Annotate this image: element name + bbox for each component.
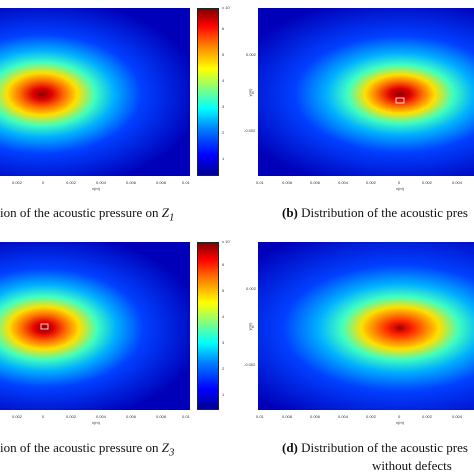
- x-tick: 0.002: [66, 414, 77, 419]
- x-tick: 0: [42, 180, 45, 185]
- heatmap-image-d: [258, 242, 474, 410]
- x-tick: 0.004: [96, 414, 107, 419]
- x-tick: 0.01: [256, 414, 264, 419]
- y-tick: 0: [252, 90, 255, 95]
- colorbar-tick: 1: [222, 156, 225, 161]
- x-tick: 0.002: [366, 180, 377, 185]
- colorbar-tick: 3: [222, 104, 225, 109]
- x-axis-label: x(m): [92, 420, 100, 425]
- x-tick: 0: [398, 414, 401, 419]
- x-tick: 0.004: [452, 414, 463, 419]
- x-tick: 0.004: [452, 180, 463, 185]
- x-tick: 0.002: [422, 414, 433, 419]
- data-cursor-marker: [40, 323, 49, 330]
- x-axis-label: x(m): [92, 186, 100, 191]
- y-tick: 0: [252, 324, 255, 329]
- x-tick: 0.01: [256, 180, 264, 185]
- heatmap-plot-d: [258, 242, 474, 410]
- x-tick: 0.008: [282, 414, 293, 419]
- heatmap-plot-b: [258, 8, 474, 176]
- caption-c: ion of the acoustic pressure on Z3: [0, 440, 175, 459]
- colorbar-c: [197, 242, 219, 410]
- x-tick: 0: [42, 414, 45, 419]
- colorbar-tick: 6: [222, 262, 225, 267]
- x-tick: 0.002: [12, 414, 23, 419]
- colorbar-tick: 5: [222, 288, 225, 293]
- x-tick: 0.008: [156, 414, 167, 419]
- x-tick: 0.006: [126, 180, 137, 185]
- heatmap-image-a: [0, 8, 190, 176]
- heatmap-plot-c: [0, 242, 190, 410]
- colorbar-tick: 4: [222, 314, 225, 319]
- x-tick: 0.002: [366, 414, 377, 419]
- colorbar-tick: 2: [222, 130, 225, 135]
- caption-b: (b) Distribution of the acoustic pres: [282, 205, 468, 220]
- x-tick: 0.006: [310, 414, 321, 419]
- x-axis-label: x(m): [396, 420, 404, 425]
- x-tick: 0.002: [12, 180, 23, 185]
- caption-a: ion of the acoustic pressure on Z1: [0, 205, 175, 224]
- caption-d: (d) Distribution of the acoustic pres: [282, 440, 468, 455]
- caption-d-line2: without defects: [372, 458, 452, 473]
- colorbar-a: [197, 8, 219, 176]
- x-tick: 0.01: [182, 180, 190, 185]
- x-tick: 0.008: [156, 180, 167, 185]
- x-axis-label: x(m): [396, 186, 404, 191]
- x-tick: 0.002: [66, 180, 77, 185]
- x-tick: 0.004: [338, 180, 349, 185]
- colorbar-tick: 3: [222, 340, 225, 345]
- colorbar-exponent: x 10´: [222, 5, 231, 10]
- y-tick: 0.002: [246, 286, 257, 291]
- colorbar-tick: 1: [222, 392, 225, 397]
- colorbar-tick: 4: [222, 78, 225, 83]
- colorbar-tick: 6: [222, 26, 225, 31]
- x-tick: 0.008: [282, 180, 293, 185]
- heatmap-plot-a: [0, 8, 190, 176]
- x-tick: 0: [398, 180, 401, 185]
- colorbar-tick: 5: [222, 52, 225, 57]
- x-tick: 0.004: [96, 180, 107, 185]
- colorbar-tick: 2: [222, 366, 225, 371]
- x-tick: 0.01: [182, 414, 190, 419]
- y-tick: -0.002: [244, 362, 256, 367]
- heatmap-image-b: [258, 8, 474, 176]
- y-tick: -0.002: [244, 128, 256, 133]
- x-tick: 0.006: [310, 180, 321, 185]
- x-tick: 0.004: [338, 414, 349, 419]
- heatmap-image-c: [0, 242, 190, 410]
- x-tick: 0.002: [422, 180, 433, 185]
- y-tick: 0.002: [246, 52, 257, 57]
- x-tick: 0.006: [126, 414, 137, 419]
- colorbar-exponent: x 10´: [222, 239, 231, 244]
- data-cursor-marker: [395, 97, 405, 104]
